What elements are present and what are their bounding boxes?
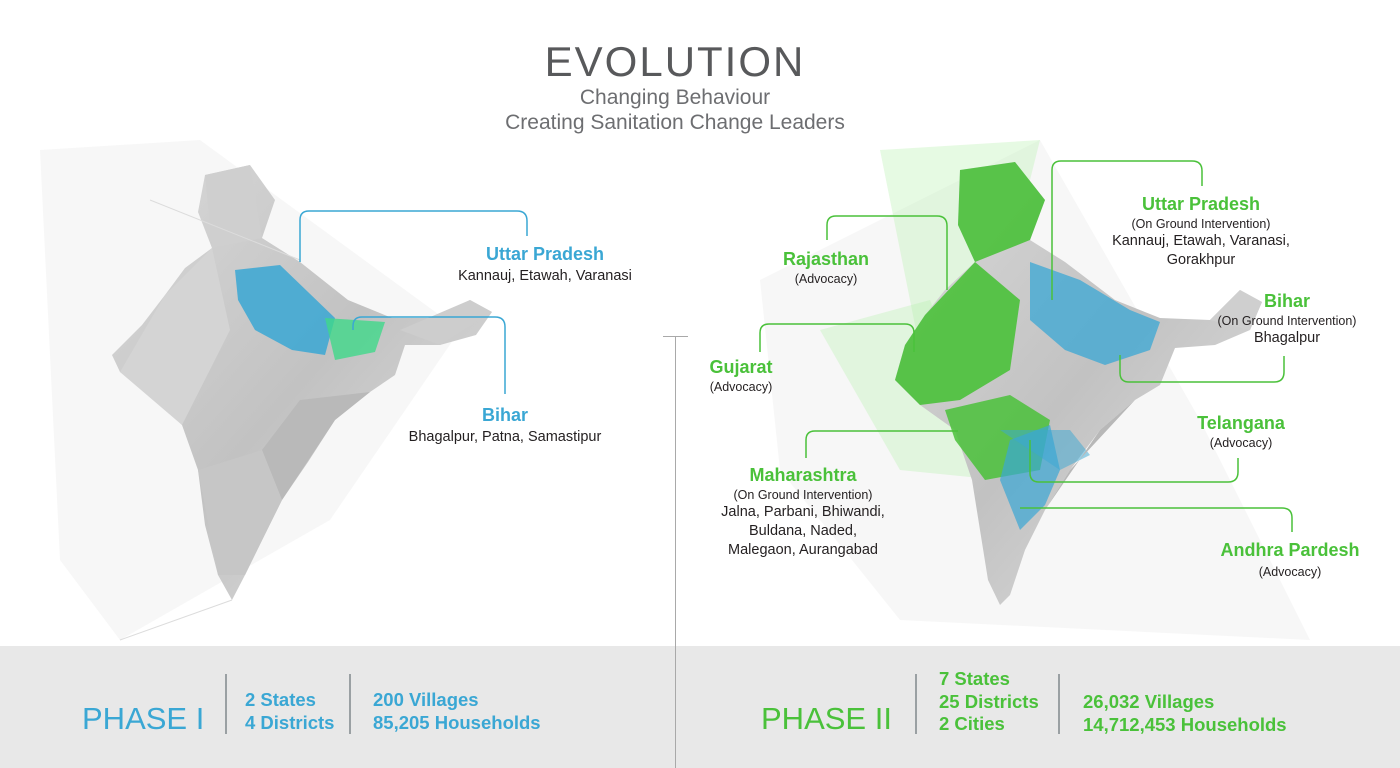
- label-note: (On Ground Intervention): [1217, 314, 1357, 328]
- phase1-districts: 4 Districts: [245, 711, 335, 733]
- phase2-households: 14,712,453 Households: [1083, 713, 1287, 735]
- phase1-villages: 200 Villages: [373, 689, 479, 710]
- phase1-label-bihar: Bihar Bhagalpur, Patna, Samastipur: [380, 405, 630, 447]
- page-title: EVOLUTION: [544, 38, 806, 85]
- label-note: (On Ground Intervention): [733, 488, 873, 502]
- label-name: Rajasthan: [782, 249, 870, 269]
- phase2-label-rajasthan: Rajasthan (Advocacy): [756, 249, 896, 286]
- phase2-india-map: [760, 140, 1310, 640]
- phase2-stats-reach: 26,032 Villages 14,712,453 Households: [1083, 691, 1287, 736]
- phase1-states: 2 States: [245, 689, 316, 710]
- label-name: Bihar: [481, 405, 528, 425]
- subtitle-line-1: Changing Behaviour: [579, 86, 771, 109]
- phase2-title: PHASE II: [761, 701, 892, 736]
- label-name: Bihar: [1263, 291, 1310, 311]
- label-name: Uttar Pradesh: [485, 244, 605, 264]
- phase1-title: PHASE I: [82, 701, 205, 736]
- label-note: (Advocacy): [1258, 565, 1322, 579]
- phase2-connector-lines: [759, 160, 1293, 532]
- label-note: (Advocacy): [709, 380, 773, 394]
- label-details-1: Jalna, Parbani, Bhiwandi,: [721, 504, 885, 520]
- label-details-1: Kannauj, Etawah, Varanasi,: [1112, 233, 1290, 249]
- phase2-separator-2: [1058, 674, 1060, 734]
- phase2-label-maharashtra: Maharashtra (On Ground Intervention) Jal…: [703, 465, 903, 560]
- phase2-separator-1: [915, 674, 917, 734]
- phase2-label-gujarat: Gujarat (Advocacy): [676, 357, 806, 394]
- phase1-stats-regions: 2 States 4 Districts: [245, 689, 334, 734]
- label-details-3: Malegaon, Aurangabad: [728, 542, 878, 558]
- phase-stats-band: PHASE I 2 States 4 Districts 200 Village…: [0, 646, 1400, 768]
- phase-divider: [675, 336, 676, 768]
- label-name: Andhra Pardesh: [1220, 540, 1360, 560]
- phase2-label-bihar: Bihar (On Ground Intervention) Bhagalpur: [1207, 291, 1367, 348]
- label-note: (On Ground Intervention): [1131, 217, 1271, 231]
- label-details-2: Gorakhpur: [1166, 252, 1236, 268]
- phase1-separator-2: [349, 674, 351, 734]
- up-connector-line: [299, 210, 528, 262]
- label-name: Gujarat: [709, 357, 773, 377]
- phase1-stats-reach: 200 Villages 85,205 Households: [373, 689, 541, 734]
- phase2-label-telangana: Telangana (Advocacy): [1176, 413, 1306, 450]
- label-name: Maharashtra: [749, 465, 857, 485]
- label-details: Kannauj, Etawah, Varanasi: [458, 268, 632, 284]
- label-note: (Advocacy): [794, 272, 858, 286]
- label-details-2: Buldana, Naded,: [748, 523, 858, 539]
- phase2-districts: 25 Districts: [939, 690, 1039, 712]
- phase-divider-tick: [663, 336, 688, 337]
- subtitle-line-2: Creating Sanitation Change Leaders: [505, 111, 845, 134]
- phase2-cities: 2 Cities: [939, 713, 1005, 734]
- band-divider: [675, 646, 676, 768]
- label-name: Telangana: [1197, 413, 1285, 433]
- phase1-india-map: [40, 140, 492, 641]
- phase2-villages: 26,032 Villages: [1083, 691, 1215, 712]
- label-note: (Advocacy): [1209, 436, 1273, 450]
- phase2-label-uttar-pradesh: Uttar Pradesh (On Ground Intervention) K…: [1091, 194, 1311, 270]
- bihar-connector-line: [352, 316, 506, 394]
- label-details: Bhagalpur, Patna, Samastipur: [408, 429, 602, 445]
- label-name: Uttar Pradesh: [1141, 194, 1261, 214]
- phase1-separator-1: [225, 674, 227, 734]
- label-details-1: Bhagalpur: [1253, 330, 1321, 346]
- phase2-states: 7 States: [939, 668, 1010, 689]
- phase2-label-andhra-pradesh: Andhra Pardesh (Advocacy): [1205, 540, 1375, 579]
- phase1-label-uttar-pradesh: Uttar Pradesh Kannauj, Etawah, Varanasi: [420, 244, 670, 286]
- phase1-households: 85,205 Households: [373, 711, 541, 733]
- phase2-stats-regions: 7 States 25 Districts 2 Cities: [939, 668, 1039, 736]
